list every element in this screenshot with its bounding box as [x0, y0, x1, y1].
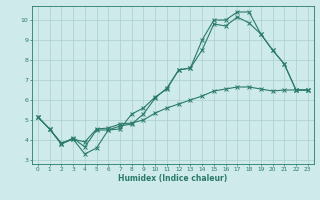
X-axis label: Humidex (Indice chaleur): Humidex (Indice chaleur)	[118, 174, 228, 183]
